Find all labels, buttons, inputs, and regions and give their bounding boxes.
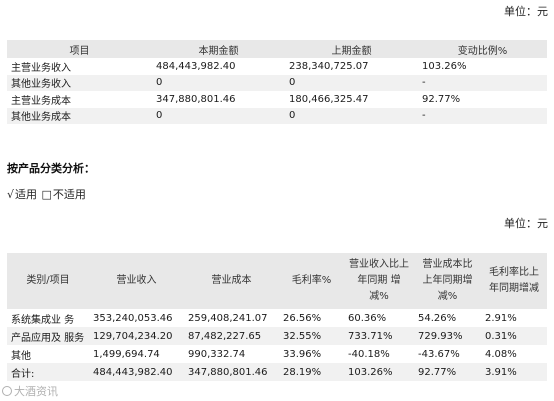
table-cell: 990,332.74 [188,348,246,360]
watermark: 大酒资讯 [2,383,58,399]
watermark-text: 大酒资讯 [14,385,58,398]
table-row: 产品应用及 服务 129,704,234.20 87,482,227.65 32… [7,327,547,345]
table-cell: 180,466,325.47 [289,93,369,105]
table-cell: -43.67% [418,348,460,360]
table-cell: 其他 [11,350,31,362]
table-row: 其他 1,499,694.74 990,332.74 33.96% -40.18… [7,345,547,363]
table-cell: 28.19% [283,366,322,378]
applicability-options: √适用 □不适用 [7,186,87,202]
table-cell: 主营业务成本 [11,95,71,107]
table-cell: 系统集成业 务 [11,314,75,326]
table-cell: 3.91% [485,366,517,378]
table-cell: 484,443,982.40 [93,366,173,378]
watermark-logo-icon [2,386,12,396]
table-cell: 主营业务收入 [11,62,71,74]
table-cell: 4.08% [485,348,517,360]
table-cell: 129,704,234.20 [93,330,173,342]
column-header: 营业成本 [211,275,252,286]
table-cell: 0 [289,77,296,89]
table-cell: 1,499,694.74 [93,348,160,360]
not-applicable-label: 不适用 [52,188,86,201]
column-header: 营业成本比上年同期增减% [422,259,473,302]
table-cell: - [422,110,426,122]
table-cell: 26.56% [283,312,322,324]
column-header: 项目 [69,45,90,57]
table-cell: 54.26% [418,312,457,324]
table-cell: 60.36% [348,312,387,324]
check-mark-icon: √ [7,188,15,201]
unit-label-middle: 单位：元 [504,217,548,230]
table-row: 主营业务收入 484,443,982.40 238,340,725.07 103… [7,58,547,75]
table-cell: 2.91% [485,312,517,324]
table-cell: 33.96% [283,348,322,360]
table-cell: 0 [289,110,296,122]
column-header: 营业收入比上年同期 增减% [349,259,409,302]
table-cell: 其他业务收入 [11,79,71,91]
column-header: 变动比例% [457,45,508,57]
table-cell: - [422,77,426,89]
empty-checkbox-icon: □ [41,188,52,201]
unit-label-top: 单位：元 [504,5,548,18]
table-cell: 0.31% [485,330,517,342]
column-header: 类别/项目 [26,275,70,286]
column-header: 上期金额 [331,45,372,57]
table-row: 其他业务成本 0 0 - [7,107,547,124]
table-cell: 产品应用及 服务 [11,332,85,344]
table-cell: 0 [156,110,163,122]
table-cell: 238,340,725.07 [289,60,369,72]
applicable-label: 适用 [15,188,38,201]
table-cell: 92.77% [422,93,461,105]
table-header-row: 类别/项目 营业收入 营业成本 毛利率% 营业收入比上年同期 增减% 营业成本比… [7,253,547,309]
table-cell: 0 [156,77,163,89]
table-row: 主营业务成本 347,880,801.46 180,466,325.47 92.… [7,91,547,108]
table-cell: 87,482,227.65 [188,330,262,342]
table-cell: 484,443,982.40 [156,60,236,72]
table-cell: 353,240,053.46 [93,312,173,324]
table-cell: 合计: [11,368,35,380]
table-cell: 733.71% [348,330,393,342]
table-row: 其他业务收入 0 0 - [7,74,547,91]
table-cell: -40.18% [348,348,390,360]
column-header: 毛利率% [291,275,332,286]
section-heading: 按产品分类分析： [7,162,95,175]
table-cell: 32.55% [283,330,322,342]
revenue-cost-table: 项目 本期金额 上期金额 变动比例% 主营业务收入 484,443,982.40… [7,40,547,124]
table-cell: 103.26% [422,60,467,72]
table-cell: 其他业务成本 [11,112,71,124]
column-header: 本期金额 [198,45,239,57]
table-cell: 347,880,801.46 [156,93,236,105]
table-cell: 347,880,801.46 [188,366,268,378]
table-row-total: 合计: 484,443,982.40 347,880,801.46 28.19%… [7,363,547,381]
column-header: 毛利率比上年同期增减 [489,267,539,294]
table-cell: 103.26% [348,366,393,378]
table-cell: 259,408,241.07 [188,312,268,324]
column-header: 营业收入 [116,275,157,286]
table-row: 系统集成业 务 353,240,053.46 259,408,241.07 26… [7,309,547,327]
table-cell: 729.93% [418,330,463,342]
table-cell: 92.77% [418,366,457,378]
product-analysis-table: 类别/项目 营业收入 营业成本 毛利率% 营业收入比上年同期 增减% 营业成本比… [7,253,547,381]
table-header-row: 项目 本期金额 上期金额 变动比例% [7,40,547,58]
